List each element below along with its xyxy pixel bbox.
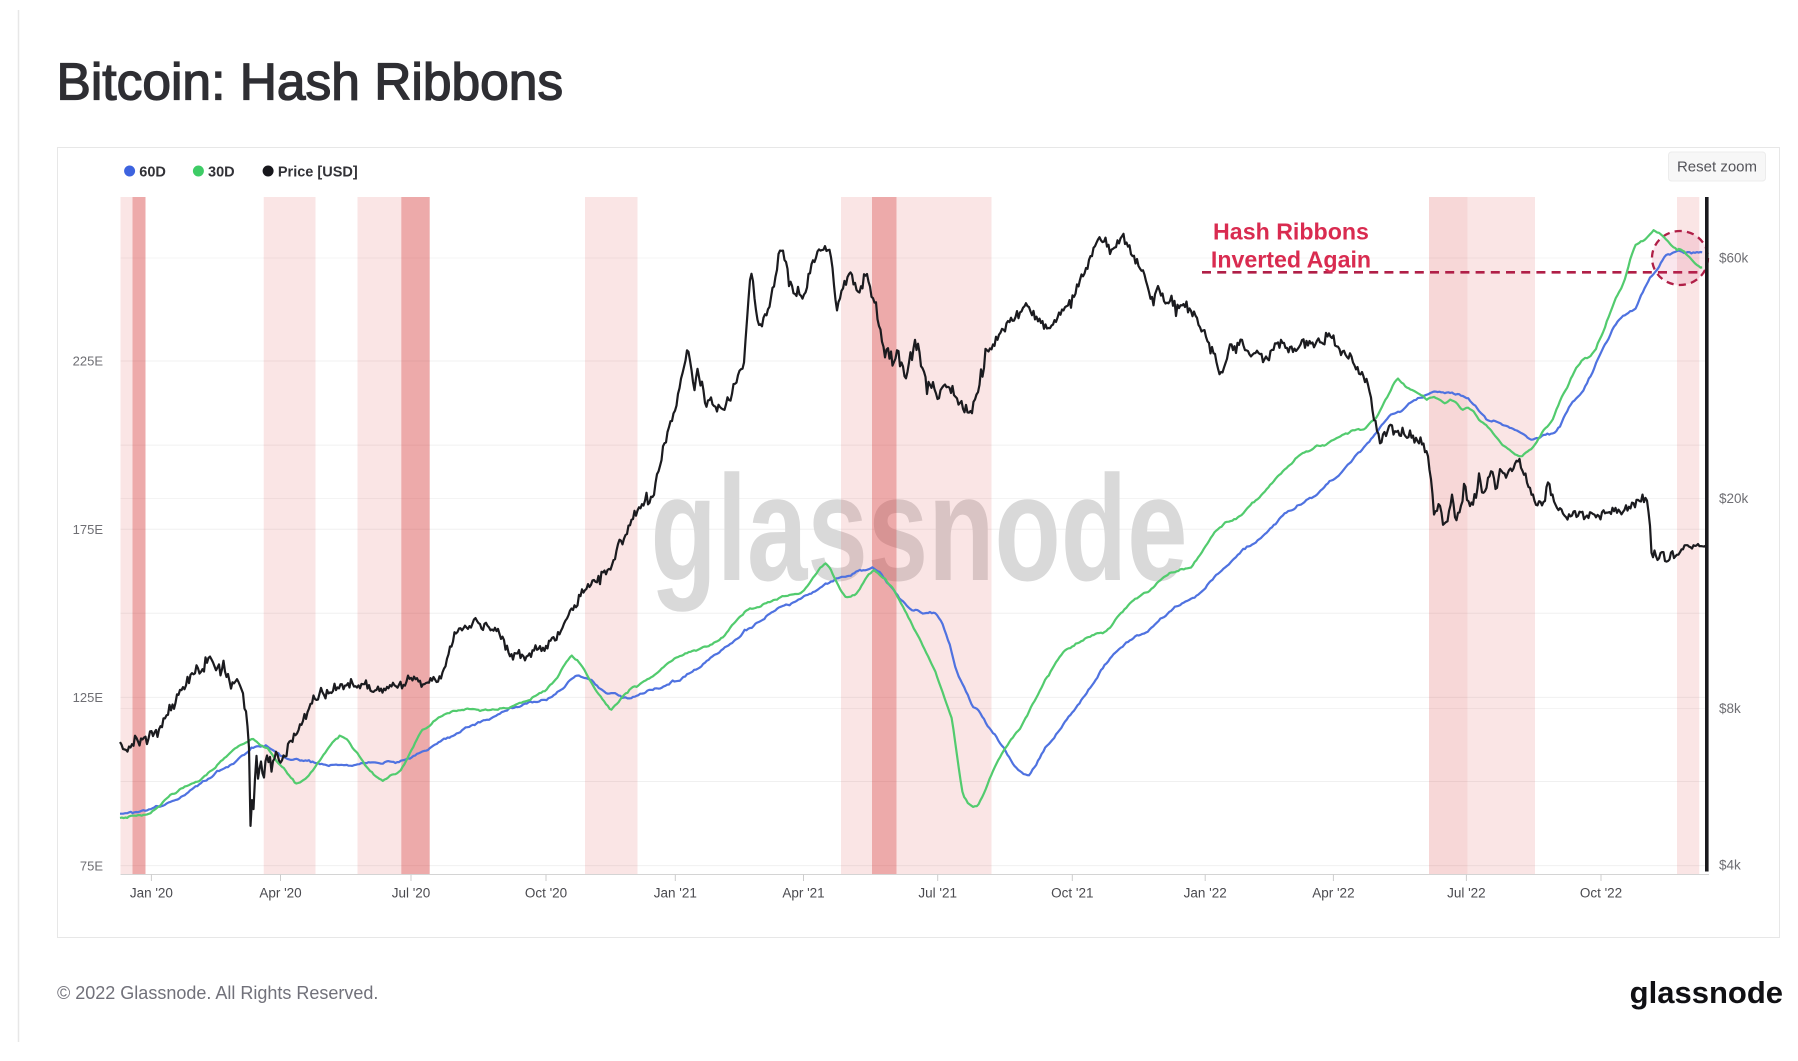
svg-text:glassnode: glassnode	[1630, 975, 1783, 1010]
svg-text:Oct '21: Oct '21	[1051, 886, 1093, 901]
svg-text:Apr '20: Apr '20	[259, 886, 301, 901]
svg-text:Oct '22: Oct '22	[1580, 886, 1622, 901]
svg-text:Inverted Again: Inverted Again	[1211, 247, 1371, 273]
svg-text:Apr '22: Apr '22	[1312, 886, 1354, 901]
svg-text:glassnode: glassnode	[651, 444, 1188, 612]
svg-text:Jul '22: Jul '22	[1447, 886, 1486, 901]
svg-text:$8k: $8k	[1719, 701, 1741, 716]
svg-text:Jul '21: Jul '21	[918, 886, 957, 901]
svg-text:30D: 30D	[208, 165, 235, 181]
svg-text:60D: 60D	[139, 165, 166, 181]
svg-text:Jan '22: Jan '22	[1184, 886, 1227, 901]
svg-text:$60k: $60k	[1719, 251, 1749, 266]
svg-text:Bitcoin: Hash Ribbons: Bitcoin: Hash Ribbons	[57, 53, 564, 111]
svg-text:Jan '20: Jan '20	[130, 886, 173, 901]
svg-text:175E: 175E	[73, 522, 104, 537]
svg-text:125E: 125E	[73, 690, 104, 705]
svg-text:75E: 75E	[80, 858, 103, 873]
svg-text:225E: 225E	[73, 354, 104, 369]
svg-text:Jul '20: Jul '20	[392, 886, 431, 901]
svg-text:Hash Ribbons: Hash Ribbons	[1213, 219, 1369, 245]
svg-text:$4k: $4k	[1719, 858, 1741, 873]
svg-text:Apr '21: Apr '21	[782, 886, 824, 901]
svg-text:Oct '20: Oct '20	[525, 886, 567, 901]
svg-text:Price [USD]: Price [USD]	[278, 165, 358, 181]
svg-text:$20k: $20k	[1719, 491, 1749, 506]
svg-text:Reset zoom: Reset zoom	[1677, 159, 1757, 176]
svg-text:© 2022 Glassnode. All Rights R: © 2022 Glassnode. All Rights Reserved.	[57, 983, 378, 1003]
svg-text:Jan '21: Jan '21	[654, 886, 697, 901]
